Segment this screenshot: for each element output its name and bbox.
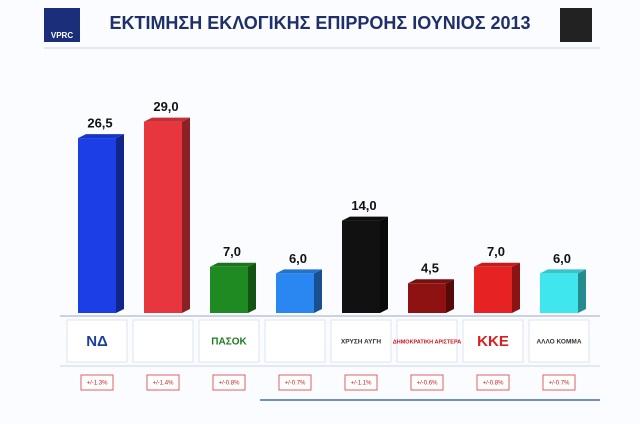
- logo-cell: [396, 319, 458, 363]
- bar: [276, 273, 314, 313]
- logo-cell: [462, 319, 524, 363]
- logo-cell: [198, 319, 260, 363]
- bar: [210, 266, 248, 313]
- margin-label: +/-0.7%: [549, 381, 571, 387]
- x-tick-label: ΝΔ: [86, 333, 108, 350]
- margin-label: +/-1.3%: [87, 381, 109, 387]
- margin-box: [410, 374, 444, 391]
- logo-cell: [66, 319, 128, 363]
- bar: [144, 121, 182, 313]
- logo-cell: [264, 319, 326, 363]
- bar-side: [314, 269, 322, 313]
- logo-text: VPRC: [51, 31, 73, 40]
- margin-box: [542, 374, 576, 391]
- bar-top: [342, 216, 388, 221]
- bar: [474, 266, 512, 313]
- bar-top: [276, 269, 322, 274]
- bar-top: [210, 262, 256, 267]
- margin-label: +/-0.8%: [219, 381, 241, 387]
- x-tick-label: ΧΡΥΣΗ ΑΥΓΗ: [341, 339, 382, 346]
- value-label: 6,0: [289, 251, 307, 266]
- margin-box: [344, 374, 378, 391]
- value-label: 4,5: [421, 261, 439, 276]
- margin-box: [80, 374, 114, 391]
- margin-box: [476, 374, 510, 391]
- margin-label: +/-0.6%: [417, 381, 439, 387]
- x-tick-label: ΚΚΕ: [477, 333, 509, 350]
- bar-top: [408, 279, 454, 284]
- value-label: 7,0: [223, 244, 241, 259]
- margin-label: +/-1.4%: [153, 381, 175, 387]
- logo-cell: [132, 319, 194, 363]
- bar: [408, 283, 446, 313]
- bar-top: [78, 134, 124, 139]
- margin-box: [146, 374, 180, 391]
- bar-top: [144, 117, 190, 122]
- bar-side: [512, 262, 520, 313]
- x-tick-label: ΑΛΛΟ ΚΟΜΜΑ: [536, 339, 581, 346]
- value-label: 14,0: [351, 198, 376, 213]
- margin-label: +/-0.8%: [483, 381, 505, 387]
- bar: [540, 273, 578, 313]
- x-tick-label: ΠΑΣΟΚ: [211, 337, 247, 348]
- logo-cell: [528, 319, 590, 363]
- value-label: 7,0: [487, 244, 505, 259]
- margin-label: +/-0.7%: [285, 381, 307, 387]
- value-label: 26,5: [87, 116, 112, 131]
- bar: [342, 220, 380, 313]
- logo-right: [560, 8, 592, 42]
- bar-side: [116, 134, 124, 313]
- bar-side: [182, 117, 190, 313]
- bar-side: [248, 262, 256, 313]
- margin-box: [278, 374, 312, 391]
- bar-top: [540, 269, 586, 274]
- value-label: 6,0: [553, 251, 571, 266]
- x-tick-label: ΔΗΜΟΚΡΑΤΙΚΗ ΑΡΙΣΤΕΡΑ: [393, 339, 461, 345]
- margin-label: +/-1.1%: [351, 381, 373, 387]
- bar-side: [446, 279, 454, 313]
- bar-side: [578, 269, 586, 313]
- margin-box: [212, 374, 246, 391]
- chart-title: ΕΚΤΙΜΗΣΗ ΕΚΛΟΓΙΚΗΣ ΕΠΙΡΡΟΗΣ ΙΟΥΝΙΟΣ 2013: [109, 13, 530, 33]
- bar: [78, 138, 116, 313]
- bar-top: [474, 262, 520, 267]
- logo-box: [44, 8, 80, 42]
- logo-cell: [330, 319, 392, 363]
- bar-side: [380, 216, 388, 313]
- value-label: 29,0: [153, 99, 178, 114]
